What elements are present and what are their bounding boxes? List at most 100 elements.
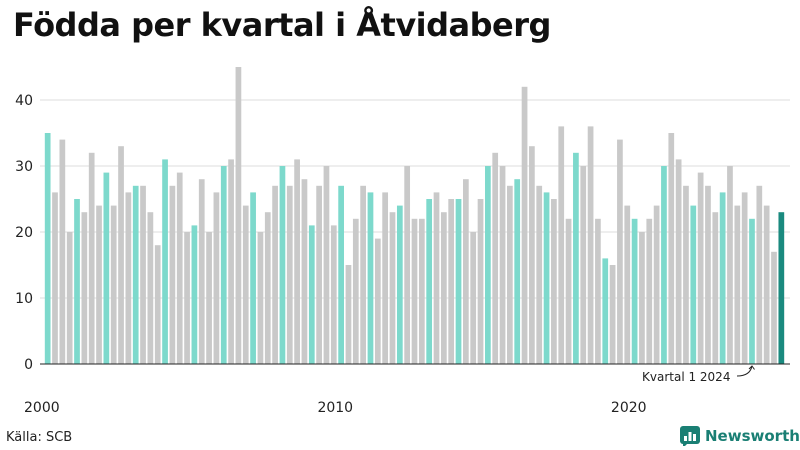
bar [52, 192, 58, 364]
bar [712, 212, 719, 364]
bar [624, 205, 631, 364]
x-tick-label: 2020 [611, 400, 647, 416]
bar [719, 192, 726, 364]
bar [609, 265, 616, 364]
bar [551, 199, 557, 364]
bar [617, 139, 623, 364]
bar [59, 139, 66, 364]
axes: 0 10 20 30 40 2000 2010 2020 [15, 93, 790, 416]
bar [257, 232, 264, 364]
bar [565, 218, 572, 364]
bar [771, 251, 777, 364]
bar [389, 212, 396, 364]
bar [492, 152, 499, 364]
bar [286, 185, 293, 364]
bar [301, 179, 308, 364]
bar [81, 212, 88, 364]
newsworthy-logo-icon [680, 426, 700, 446]
bar [66, 232, 73, 364]
bar [602, 258, 609, 364]
bar [103, 172, 110, 364]
bar [653, 205, 660, 364]
bar [191, 225, 198, 364]
bar [668, 133, 675, 364]
bar [631, 218, 638, 364]
y-tick-label: 10 [15, 291, 33, 307]
bar [587, 126, 594, 365]
bar [521, 86, 528, 365]
bar [118, 146, 124, 364]
bar [705, 185, 711, 364]
bar [683, 185, 689, 364]
bar [507, 185, 513, 364]
latest-quarter-annotation: Kvartal 1 2024 [642, 370, 730, 384]
bar [396, 205, 403, 364]
bar [499, 166, 506, 364]
bar [404, 166, 411, 364]
bar [125, 192, 132, 364]
bar [360, 185, 366, 364]
bar [235, 67, 242, 364]
bar [169, 185, 176, 364]
bar [316, 185, 322, 364]
bar [132, 185, 139, 364]
bar [440, 212, 447, 364]
bar [470, 232, 477, 364]
bar [374, 238, 381, 364]
bar [433, 192, 440, 364]
annotation-arrowhead [748, 365, 755, 370]
bar [213, 192, 220, 364]
brand-logo[interactable]: Newsworthy [680, 426, 800, 446]
bar [250, 192, 256, 364]
y-tick-label: 40 [15, 93, 33, 109]
bar [734, 205, 741, 364]
bar [411, 218, 418, 364]
bar [646, 218, 653, 364]
brand-name: Newsworthy [705, 427, 800, 445]
bar [727, 166, 733, 364]
bar [345, 265, 352, 364]
bar [154, 245, 161, 364]
bar [162, 159, 168, 364]
bar [463, 179, 469, 364]
bar [228, 159, 234, 364]
bar [220, 166, 227, 364]
annotation-arrow [736, 365, 753, 377]
bar [74, 199, 80, 364]
bar [206, 232, 212, 364]
bar [778, 212, 785, 364]
bar [741, 192, 748, 364]
bar [690, 205, 697, 364]
bar [140, 185, 146, 364]
bar [44, 133, 51, 364]
bar [595, 218, 601, 364]
bar [543, 192, 550, 364]
bar [448, 199, 455, 364]
bars [44, 67, 785, 365]
bar [477, 199, 484, 364]
bar [573, 152, 579, 364]
bar [580, 166, 587, 364]
bar [198, 179, 205, 364]
bar [382, 192, 389, 364]
y-tick-label: 0 [24, 357, 33, 373]
bar [184, 232, 190, 364]
bar [338, 185, 344, 364]
bar [756, 185, 763, 364]
bar [88, 152, 95, 364]
bar [455, 199, 462, 364]
bar [558, 126, 565, 365]
bar [323, 166, 330, 364]
bar [330, 225, 337, 364]
bar [418, 218, 425, 364]
bar [763, 205, 770, 364]
bar [749, 218, 755, 364]
bar [294, 159, 300, 364]
bar [352, 218, 359, 364]
x-tick-label: 2010 [317, 400, 353, 416]
bar [264, 212, 271, 364]
bar [426, 199, 433, 364]
bar [147, 212, 154, 364]
annotations: Kvartal 1 2024 [642, 365, 755, 384]
bar [661, 166, 667, 364]
